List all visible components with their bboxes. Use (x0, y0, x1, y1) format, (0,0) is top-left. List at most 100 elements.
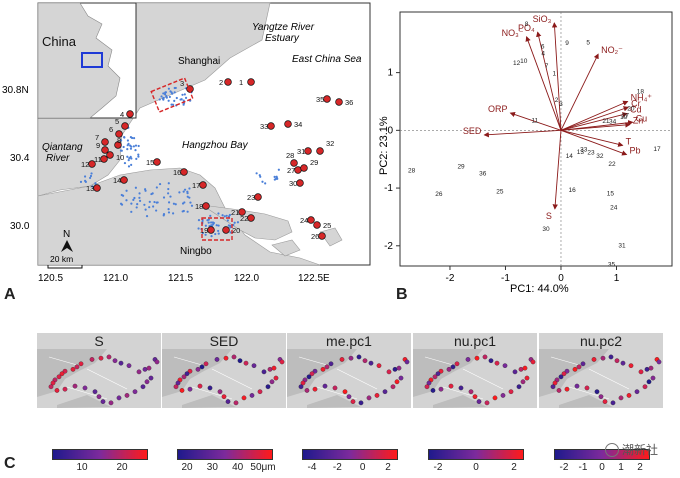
sample-point (179, 98, 182, 101)
site-label: 23 (247, 193, 255, 202)
site-value-dot (199, 364, 205, 370)
place-hangzhou-bay: Hangzhou Bay (182, 140, 249, 151)
sample-point (162, 96, 165, 100)
site-value-dot (450, 364, 456, 370)
site-value-dot (500, 393, 506, 398)
site-value-dot (195, 367, 201, 372)
biplot-x-tick: 0 (558, 273, 564, 284)
site-score: 3 (559, 101, 563, 108)
sample-point (91, 185, 94, 188)
sample-point (158, 182, 162, 186)
site-marker (238, 208, 246, 216)
colorbar-tick: -4 (307, 462, 317, 473)
site-score: 1 (553, 71, 557, 78)
site-marker (88, 160, 96, 168)
site-score: 16 (568, 187, 576, 194)
sample-point (130, 210, 133, 213)
sample-point (137, 144, 140, 148)
sample-point (173, 91, 176, 94)
sample-point (276, 177, 279, 180)
site-value-dot (524, 375, 530, 381)
site-value-dot (217, 389, 223, 395)
site-label: 27 (287, 166, 295, 175)
inset-china-label: China (42, 34, 77, 49)
site-value-dot (184, 371, 190, 377)
site-value-dot (48, 384, 54, 390)
sample-point (135, 206, 138, 209)
sample-point (174, 203, 177, 206)
map-x-tick: 121.0 (103, 273, 128, 284)
sample-point (130, 202, 133, 205)
site-score: 36 (479, 170, 487, 177)
colorbar-tick: 20 (181, 462, 193, 473)
site-value-dot (468, 389, 474, 395)
colorbar (52, 449, 148, 460)
site-label: 9 (96, 141, 100, 150)
sample-point (132, 198, 135, 201)
site-marker (296, 179, 304, 187)
site-value-dot (465, 357, 471, 362)
site-value-dot (394, 379, 400, 385)
site-value-dot (426, 380, 432, 386)
site-value-dot (320, 367, 326, 372)
site-value-dot (82, 385, 88, 391)
site-value-dot (476, 399, 482, 404)
site-value-dot (374, 393, 380, 398)
site-scores: 1234567891011121314151617181920212223242… (408, 21, 661, 269)
sample-point (144, 189, 147, 192)
map-x-axis: 120.5 121.0 121.5 122.0 122.5E (38, 273, 330, 284)
site-value-dot (144, 379, 150, 385)
site-label: 24 (300, 216, 308, 225)
variable-map-title: SED (162, 333, 286, 349)
site-value-dot (628, 363, 634, 368)
sample-point (169, 195, 172, 198)
sample-point (217, 229, 220, 233)
site-score: 25 (496, 188, 504, 195)
site-value-dot (382, 389, 388, 395)
map-x-tick: 120.5 (38, 273, 63, 284)
sample-point (122, 145, 125, 149)
site-label: 11 (94, 155, 102, 164)
sample-point (129, 147, 133, 150)
sample-point (188, 187, 191, 190)
site-value-dot (508, 389, 514, 395)
colorbar-tick: 0 (359, 462, 366, 473)
sample-point (212, 221, 215, 225)
variable-map: me.pc1 (287, 333, 411, 408)
site-value-dot (550, 384, 556, 390)
variable-map-title: nu.pc2 (539, 333, 663, 349)
sample-point (204, 224, 207, 227)
colorbar (177, 449, 273, 460)
site-value-dot (366, 395, 372, 401)
place-east-china-sea: East China Sea (292, 54, 362, 65)
sample-point (137, 153, 140, 156)
site-value-dot (306, 374, 312, 380)
loading-arrow (560, 112, 628, 131)
site-value-dot (72, 383, 78, 389)
site-value-dot (92, 389, 98, 395)
site-value-dot (74, 364, 80, 370)
sample-point (123, 136, 126, 139)
sample-point (223, 215, 226, 218)
place-qiantang-2: River (46, 153, 70, 164)
colorbar-tick: 0 (473, 462, 479, 473)
site-label: 26 (311, 232, 319, 241)
site-value-dot (356, 354, 362, 360)
sample-point (126, 148, 129, 151)
site-value-dot (574, 383, 580, 389)
site-value-dot (136, 369, 142, 375)
site-score: 2 (555, 97, 559, 104)
sample-point (145, 215, 149, 218)
site-value-dot (638, 369, 644, 375)
sample-point (123, 161, 127, 165)
sample-point (89, 174, 93, 178)
site-value-dot (108, 400, 114, 406)
site-label: 29 (310, 158, 318, 167)
sample-point (168, 95, 171, 99)
site-value-dot (249, 393, 255, 398)
sample-point (226, 219, 229, 222)
site-marker (121, 122, 129, 130)
site-label: 13 (86, 184, 94, 193)
site-label: 5 (115, 117, 119, 126)
